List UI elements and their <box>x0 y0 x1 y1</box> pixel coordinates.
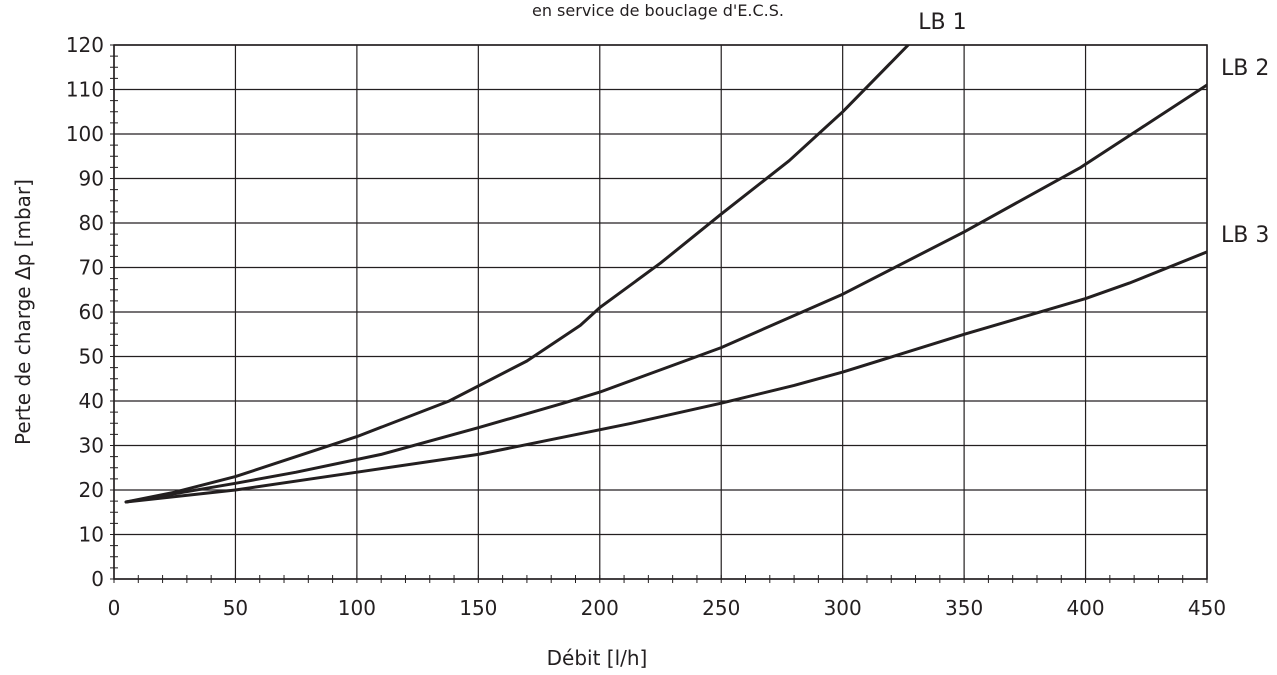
y-axis-title: Perte de charge Δp [mbar] <box>11 179 35 445</box>
series-line-lb1 <box>124 45 910 504</box>
x-tick-label: 350 <box>945 596 983 620</box>
y-tick-label: 50 <box>79 345 104 369</box>
y-tick-label: 90 <box>79 167 104 191</box>
y-tick-label: 60 <box>79 300 104 324</box>
x-tick-label: 450 <box>1188 596 1226 620</box>
x-tick-labels: 0 50 100 150 200 250 300 350 400 450 <box>108 596 1226 620</box>
y-tick-labels: 0 10 20 30 40 50 60 70 80 90 100 110 120 <box>66 33 104 591</box>
y-tick-label: 10 <box>79 523 104 547</box>
x-tick-label: 50 <box>223 596 248 620</box>
x-tick-label: 300 <box>824 596 862 620</box>
plot-area <box>113 44 1208 580</box>
x-tick-label: 250 <box>702 596 740 620</box>
x-tick-label: 150 <box>459 596 497 620</box>
series-line-lb3 <box>124 250 1207 504</box>
y-tick-label: 0 <box>91 567 104 591</box>
x-tick-label: 100 <box>338 596 376 620</box>
y-tick-label: 70 <box>79 256 104 280</box>
y-tick-label: 80 <box>79 211 104 235</box>
y-tick-label: 20 <box>79 478 104 502</box>
series-label-lb1: LB 1 <box>918 10 966 35</box>
series-labels: LB 1 LB 2 LB 3 <box>918 10 1269 248</box>
x-tick-label: 0 <box>108 596 121 620</box>
y-tick-label: 40 <box>79 389 104 413</box>
y-tick-label: 110 <box>66 78 104 102</box>
series-label-lb2: LB 2 <box>1221 56 1269 81</box>
x-axis-title: Débit [l/h] <box>547 646 648 670</box>
series-lines <box>124 45 1207 504</box>
y-tick-label: 30 <box>79 434 104 458</box>
y-tick-label: 120 <box>66 33 104 57</box>
minor-ticks <box>110 44 1208 583</box>
series-line-lb2 <box>124 83 1207 504</box>
chart-title: en service de bouclage d'E.C.S. <box>532 1 784 20</box>
y-tick-label: 100 <box>66 122 104 146</box>
x-tick-label: 400 <box>1066 596 1104 620</box>
x-tick-label: 200 <box>581 596 619 620</box>
series-label-lb3: LB 3 <box>1221 223 1269 248</box>
